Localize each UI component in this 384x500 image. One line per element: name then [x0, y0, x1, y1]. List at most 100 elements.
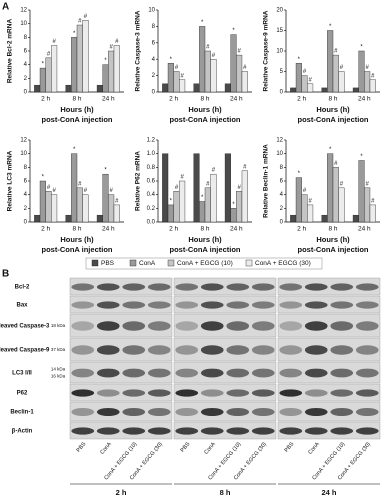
bar [113, 204, 120, 223]
significance-mark: # [308, 77, 312, 83]
blot-band [355, 301, 379, 309]
blot-background [69, 401, 173, 422]
bar [45, 191, 52, 223]
bar [241, 71, 248, 93]
blot-band [304, 389, 328, 397]
significance-mark: * [201, 195, 204, 201]
legend-swatch [129, 259, 137, 267]
bar [230, 34, 237, 93]
x-tick-label: 2 h [297, 96, 306, 103]
x-tick-label: 8 h [328, 96, 337, 103]
x-axis-label: Hours (h) [316, 105, 350, 114]
bar [290, 87, 297, 93]
significance-mark: # [243, 65, 247, 71]
y-axis-label: Relative LC3 mRNA [7, 150, 14, 211]
x-axis-label: Hours (h) [188, 105, 222, 114]
bar [34, 84, 41, 93]
bar [82, 20, 89, 93]
significance-mark: # [115, 198, 119, 204]
blot-band [147, 408, 171, 416]
blot-band [304, 345, 328, 355]
bar [290, 214, 297, 223]
y-tick-label: 0 [152, 90, 156, 96]
y-tick-label: 0.0 [147, 220, 156, 226]
blot-background [277, 361, 381, 384]
significance-mark: # [180, 73, 184, 79]
blot-band [251, 408, 275, 416]
x-tick-label: 24 h [102, 96, 115, 103]
bar [102, 64, 109, 93]
bar [332, 167, 339, 223]
blot-band [226, 321, 250, 331]
blot-band [330, 389, 354, 397]
bar [71, 37, 78, 93]
blot-band [226, 427, 250, 435]
x-axis-label: post-ConA injection [42, 115, 113, 124]
x-tick-label: 8 h [72, 226, 81, 233]
significance-mark: # [237, 185, 241, 191]
blot-band [96, 389, 120, 397]
legend-swatch [91, 259, 99, 267]
bar [321, 214, 328, 223]
blot-background [277, 401, 381, 422]
blot-band [147, 368, 171, 378]
bar [364, 71, 371, 93]
bar [39, 67, 46, 93]
blot-band [96, 368, 120, 378]
bar [65, 214, 72, 223]
y-tick-label: 8 [24, 35, 28, 41]
blot-background [69, 313, 173, 338]
y-tick-label: 12 [20, 8, 27, 14]
blot-band [279, 427, 303, 435]
bar [321, 87, 328, 93]
group-label: 8 h [220, 488, 231, 497]
bar [307, 204, 314, 223]
legend-label: PBS [101, 260, 115, 267]
blot-background [69, 383, 173, 402]
blot-band [71, 408, 95, 416]
blot-background [173, 383, 277, 402]
y-tick-label: 10 [20, 151, 27, 157]
blot-band [226, 283, 250, 291]
blot-band [71, 301, 95, 309]
x-tick-label: 2 h [297, 226, 306, 233]
blot-background [69, 361, 173, 384]
x-axis-label: post-ConA injection [298, 245, 369, 254]
legend-label: ConA + EGCG (10) [177, 260, 233, 267]
significance-mark: # [212, 168, 216, 174]
bar [327, 30, 334, 93]
blot-band [279, 368, 303, 378]
blot-background [277, 295, 381, 314]
y-tick-label: 5 [280, 69, 284, 75]
blot-band [122, 283, 146, 291]
significance-mark: # [84, 188, 88, 194]
significance-mark: * [298, 57, 301, 63]
lane-label: ConA [99, 441, 113, 456]
blot-band [355, 345, 379, 355]
x-tick-label: 8 h [200, 96, 209, 103]
blot-band [304, 368, 328, 378]
significance-mark: # [308, 198, 312, 204]
y-tick-label: 0 [24, 220, 28, 226]
blot-background [173, 361, 277, 384]
row-label: Cleaved Caspase-9 [0, 348, 50, 354]
kda-label: 14 kDa [51, 367, 66, 372]
blot-band [71, 321, 95, 331]
blot-band [304, 427, 328, 435]
y-tick-label: 10 [276, 151, 283, 157]
kda-label: 37 kDa [51, 347, 66, 352]
bar [71, 153, 78, 223]
lane-label: PBS [76, 441, 88, 454]
significance-mark: # [340, 181, 344, 187]
blot-background [173, 313, 277, 338]
legend-label: ConA [139, 260, 156, 267]
blot-band [304, 408, 328, 416]
significance-mark: # [84, 14, 88, 20]
bar [327, 153, 334, 223]
blot-band [279, 301, 303, 309]
blot-band [330, 427, 354, 435]
y-tick-label: 4 [280, 192, 284, 198]
blot-band [355, 427, 379, 435]
significance-mark: # [109, 45, 113, 51]
